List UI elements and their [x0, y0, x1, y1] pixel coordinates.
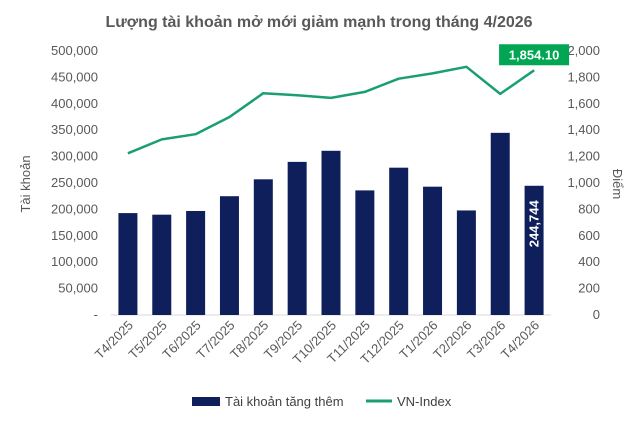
y2-tick-label: 400: [578, 254, 600, 269]
y-tick-label: 150,000: [51, 228, 98, 243]
y-tick-label: -: [94, 307, 98, 322]
legend-label-line: VN-Index: [397, 394, 452, 409]
x-axis: T4/2025T5/2025T6/2025T7/2025T8/2025T9/20…: [92, 318, 542, 367]
line-callout-box: [499, 44, 570, 66]
bar-T1/2026: [423, 186, 443, 315]
bar-T7/2025: [219, 196, 239, 315]
bar-T9/2025: [287, 161, 307, 315]
legend-swatch-bars: [192, 397, 220, 406]
bar-series: [118, 132, 544, 315]
y-tick-label: 450,000: [51, 69, 98, 84]
y2-tick-label: 1,000: [567, 175, 600, 190]
y2-tick-label: 1,800: [567, 69, 600, 84]
y-tick-label: 300,000: [51, 149, 98, 164]
y-axis-right: 2,000 1,800 1,600 1,400 1,200 1,000 800 600 400 2…: [567, 43, 600, 322]
line-series: [127, 65, 535, 155]
bar-T6/2025: [186, 210, 206, 315]
y2-axis-title: Điểm: [610, 169, 625, 199]
bar-T10/2025: [321, 150, 341, 315]
bar-T11/2025: [355, 190, 375, 315]
y2-tick-label: 2,000: [567, 43, 600, 58]
y-tick-label: 500,000: [51, 43, 98, 58]
y-axis-title: Tài khoản: [18, 155, 33, 212]
y-tick-label: 100,000: [51, 254, 98, 269]
y2-tick-label: 200: [578, 281, 600, 296]
bar-T3/2026: [490, 132, 510, 315]
legend-label-bars: Tài khoản tăng thêm: [225, 394, 344, 409]
y-tick-label: 200,000: [51, 201, 98, 216]
y-tick-label: 350,000: [51, 122, 98, 137]
y2-tick-label: 600: [578, 228, 600, 243]
y-tick-label: 50,000: [58, 281, 98, 296]
vn-index-line: [127, 65, 535, 155]
y2-tick-label: 1,200: [567, 149, 600, 164]
bar-T8/2025: [253, 179, 273, 315]
y-tick-label: 250,000: [51, 175, 98, 190]
bar-T2/2026: [456, 210, 476, 315]
bar-T4/2026: [524, 185, 544, 315]
y2-tick-label: 1,400: [567, 122, 600, 137]
bar-T5/2025: [152, 214, 172, 315]
y-axis-left: 500,000 450,000 400,000 350,000 300,000 250,0…: [51, 43, 98, 322]
y2-tick-label: 1,600: [567, 96, 600, 111]
bar-data-label: 244,744: [527, 200, 542, 248]
line-data-label: 1,854.10: [509, 47, 560, 62]
y2-tick-label: 800: [578, 201, 600, 216]
y2-tick-label: 0: [593, 307, 600, 322]
bar-T4/2025: [118, 213, 138, 315]
bar-T12/2025: [389, 167, 409, 315]
data-labels: 244,744 1,854.10: [499, 44, 570, 248]
y-tick-label: 400,000: [51, 96, 98, 111]
x-tick-label: T4/2026: [498, 318, 542, 362]
legend: Tài khoản tăng thêm VN-Index: [192, 394, 452, 409]
chart-title: Lượng tài khoản mở mới giảm mạnh trong t…: [105, 14, 532, 31]
